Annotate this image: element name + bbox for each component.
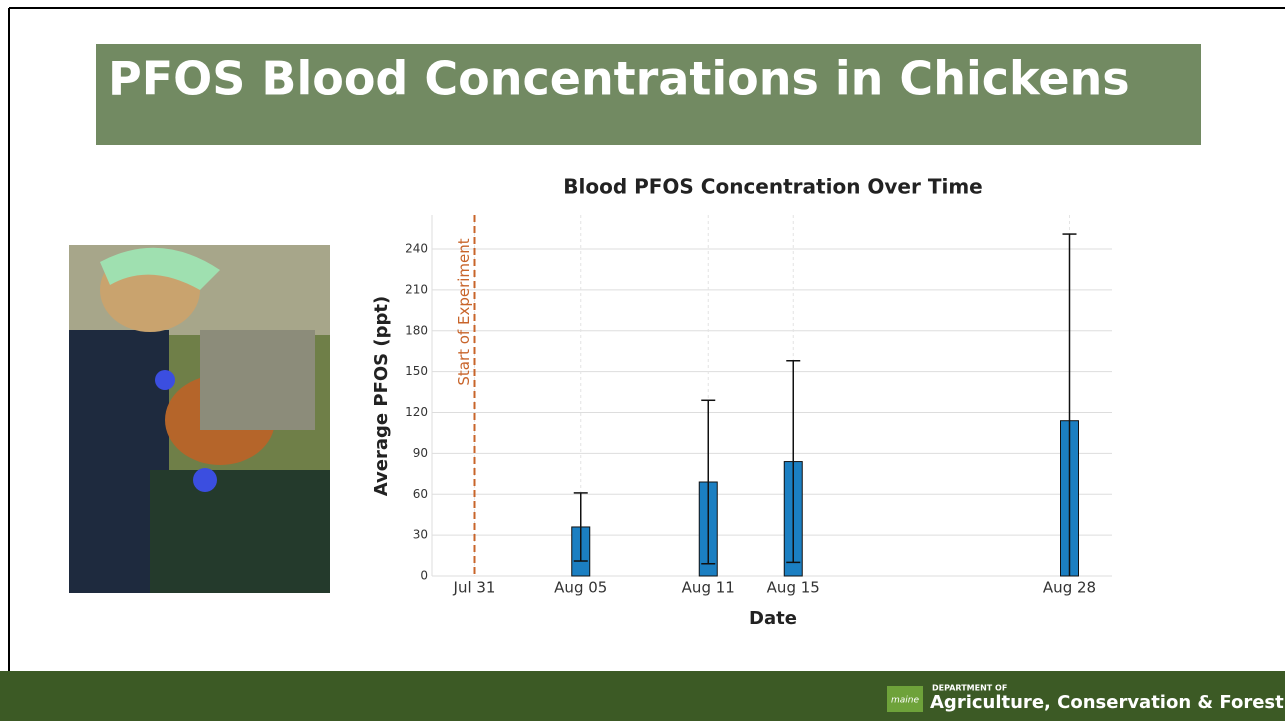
footer-logo: maine <box>891 696 919 706</box>
x-axis-label: Date <box>749 608 797 629</box>
x-tick-label: Jul 31 <box>453 579 496 597</box>
x-tick-label: Aug 05 <box>554 579 607 597</box>
x-tick-label: Aug 11 <box>682 579 735 597</box>
y-tick-label: 240 <box>405 242 428 256</box>
vline-label: Start of Experiment <box>455 238 473 385</box>
y-tick-label: 180 <box>405 323 428 337</box>
y-tick-label: 0 <box>420 569 428 583</box>
x-tick-label: Aug 15 <box>767 579 820 597</box>
y-tick-label: 30 <box>413 528 428 542</box>
x-tick-label: Aug 28 <box>1043 579 1096 597</box>
chart: PFOS Blood Concentrations in Chickens ma… <box>0 0 1285 721</box>
y-axis-label: Average PFOS (ppt) <box>371 296 392 496</box>
slide: PFOS Blood Concentrations in Chickens ma… <box>0 0 1285 721</box>
chart-title: Blood PFOS Concentration Over Time <box>563 175 982 199</box>
slide-title: PFOS Blood Concentrations in Chickens <box>108 52 1130 106</box>
photo <box>69 245 330 593</box>
y-tick-label: 150 <box>405 364 428 378</box>
y-tick-label: 120 <box>405 405 428 419</box>
y-tick-label: 90 <box>413 446 428 460</box>
y-tick-label: 210 <box>405 282 428 296</box>
footer-name: Agriculture, Conservation & Forestry <box>930 692 1285 713</box>
y-tick-label: 60 <box>413 487 428 501</box>
